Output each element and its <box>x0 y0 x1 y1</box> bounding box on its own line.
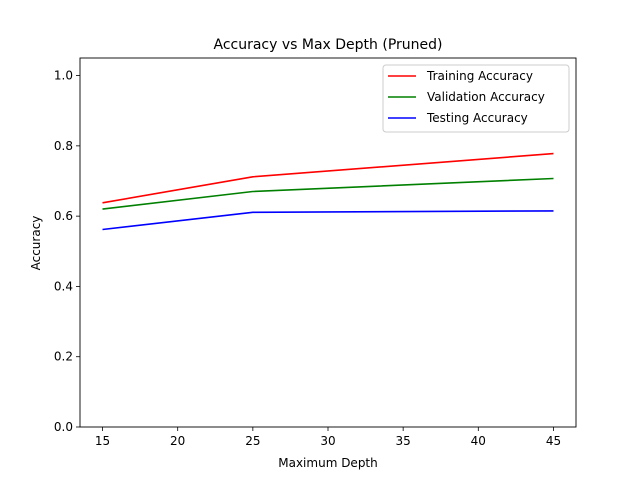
x-tick-label: 30 <box>320 434 335 448</box>
y-tick-label: 0.6 <box>54 209 73 223</box>
y-tick-label: 0.4 <box>54 279 73 293</box>
x-tick-label: 45 <box>546 434 561 448</box>
legend-box <box>382 64 570 133</box>
axes-frame <box>79 57 577 428</box>
plot-area: 15 20 25 30 35 40 45 0.0 0.2 0.4 0.6 0.8 1.0 Training… <box>54 57 577 448</box>
series-line-3 <box>102 210 554 231</box>
y-tick-label: 0.0 <box>54 420 73 434</box>
x-tick-label: 35 <box>396 434 411 448</box>
y-tick-label: 0.2 <box>54 350 73 364</box>
y-axis-label: Accuracy <box>29 216 43 271</box>
series-line-2 <box>102 177 554 210</box>
x-tick-label: 25 <box>245 434 260 448</box>
series-line-1 <box>102 152 554 204</box>
legend-label-2: Validation Accuracy <box>427 90 545 104</box>
x-axis-label: Maximum Depth <box>278 456 378 470</box>
chart-title: Accuracy vs Max Depth (Pruned) <box>213 37 442 53</box>
legend-label-3: Testing Accuracy <box>426 111 528 125</box>
x-tick-label: 20 <box>170 434 185 448</box>
x-tick-label: 15 <box>95 434 110 448</box>
y-tick-label: 1.0 <box>54 69 73 83</box>
legend-label-1: Training Accuracy <box>426 69 533 83</box>
x-tick-label: 40 <box>471 434 486 448</box>
y-tick-label: 0.8 <box>54 139 73 153</box>
